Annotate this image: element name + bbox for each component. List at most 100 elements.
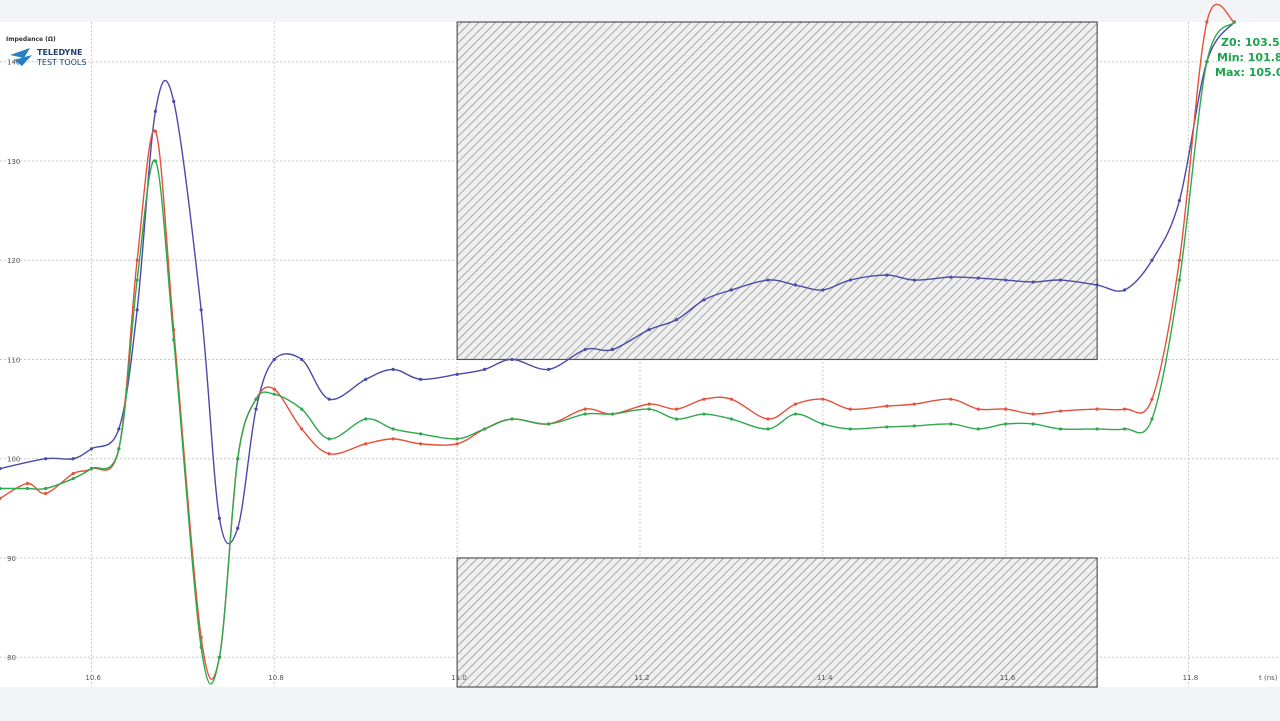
x-tick-label: 11.8 xyxy=(1183,674,1199,682)
data-point xyxy=(327,437,331,441)
data-point xyxy=(0,467,2,471)
data-point xyxy=(172,338,176,342)
data-point xyxy=(912,424,916,428)
data-point xyxy=(455,442,459,446)
teledyne-logo: TELEDYNE TEST TOOLS xyxy=(10,48,86,67)
data-point xyxy=(300,407,304,411)
data-point xyxy=(300,427,304,431)
data-point xyxy=(1150,417,1154,421)
y-tick-label: 80 xyxy=(7,654,16,662)
x-tick-label: 10.8 xyxy=(268,674,284,682)
mask-regions xyxy=(456,21,1098,688)
data-point xyxy=(1004,407,1008,411)
data-point xyxy=(729,397,734,401)
mask-region xyxy=(456,21,1098,361)
data-point xyxy=(674,417,679,421)
data-point xyxy=(135,278,139,282)
x-tick-label: 11.0 xyxy=(451,674,467,682)
data-point xyxy=(949,397,953,401)
data-point xyxy=(976,427,980,431)
data-point xyxy=(1058,409,1063,413)
y-tick-label: 140 xyxy=(7,59,20,67)
data-point xyxy=(729,417,734,421)
data-point xyxy=(821,288,825,292)
data-point xyxy=(583,347,587,352)
data-point xyxy=(25,481,30,486)
data-point xyxy=(482,367,487,371)
data-point xyxy=(583,412,587,416)
data-point xyxy=(1150,397,1154,401)
data-point xyxy=(1177,258,1182,262)
data-point xyxy=(0,496,2,501)
data-point xyxy=(949,422,953,426)
data-point xyxy=(848,427,852,431)
data-point xyxy=(455,372,459,376)
data-point xyxy=(199,308,203,312)
data-point xyxy=(364,377,368,381)
y-tick-label: 110 xyxy=(7,356,20,364)
data-point xyxy=(117,447,121,451)
data-point xyxy=(583,407,587,411)
data-point xyxy=(821,422,825,426)
data-point xyxy=(44,491,48,496)
data-point xyxy=(1177,199,1182,203)
data-point xyxy=(702,412,706,416)
series-line xyxy=(0,21,1235,545)
data-point xyxy=(327,397,331,401)
data-point xyxy=(885,404,889,408)
data-point xyxy=(254,397,258,401)
data-point xyxy=(1004,422,1008,426)
data-point xyxy=(793,402,798,406)
data-point xyxy=(327,452,331,456)
data-point xyxy=(25,486,30,491)
data-point xyxy=(272,357,276,362)
data-point xyxy=(1095,407,1099,411)
series-group xyxy=(0,20,1236,685)
data-point xyxy=(912,278,916,282)
data-point xyxy=(391,427,395,431)
data-point xyxy=(1205,20,1209,24)
data-point xyxy=(766,417,770,421)
data-point xyxy=(647,407,651,411)
data-point xyxy=(674,318,679,322)
data-point xyxy=(949,275,953,279)
data-point xyxy=(766,278,770,282)
mask-region xyxy=(456,557,1098,688)
data-point xyxy=(272,387,276,391)
data-point xyxy=(418,432,423,436)
data-point xyxy=(236,457,240,461)
data-point xyxy=(71,472,75,476)
data-point xyxy=(71,457,75,461)
data-point xyxy=(153,109,158,113)
data-point xyxy=(482,427,487,431)
data-point xyxy=(300,357,304,362)
data-point xyxy=(766,427,770,431)
data-point xyxy=(364,442,368,446)
data-point xyxy=(729,288,734,292)
data-point xyxy=(1095,283,1099,287)
data-point xyxy=(364,417,368,421)
data-point xyxy=(1031,422,1035,426)
data-point xyxy=(647,402,651,406)
data-point xyxy=(610,412,615,416)
data-point xyxy=(135,308,139,312)
data-point xyxy=(0,486,2,491)
data-point xyxy=(510,417,514,421)
data-point xyxy=(172,99,176,104)
data-point xyxy=(1232,20,1236,24)
data-point xyxy=(236,526,240,530)
data-point xyxy=(71,476,75,481)
data-point xyxy=(793,283,798,287)
data-point xyxy=(1031,412,1035,416)
data-point xyxy=(885,425,889,429)
data-point xyxy=(1031,280,1035,284)
data-point xyxy=(1150,258,1154,262)
data-point xyxy=(976,407,980,411)
data-point xyxy=(1122,427,1127,431)
x-tick-label: 11.2 xyxy=(634,674,650,682)
data-point xyxy=(1205,60,1209,64)
data-point xyxy=(391,367,395,371)
data-point xyxy=(1058,278,1063,282)
data-point xyxy=(546,367,551,371)
